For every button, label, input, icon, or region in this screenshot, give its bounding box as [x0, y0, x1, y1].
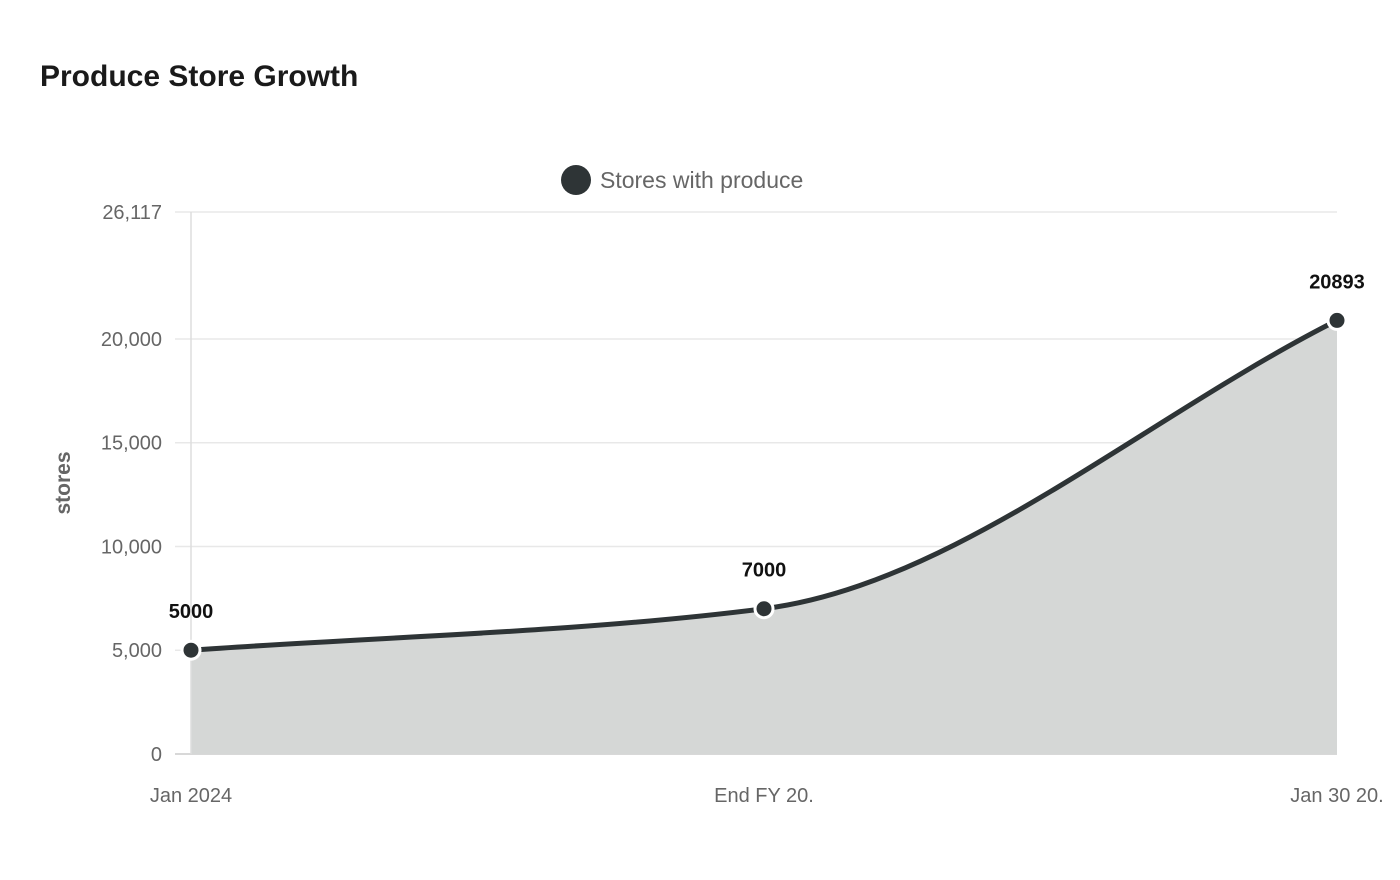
data-point	[753, 598, 775, 620]
data-point	[180, 639, 202, 661]
legend-marker	[561, 165, 591, 195]
axes: 0 5,000 10,000 15,000 20,000 26,117 Jan 2024 En…	[101, 202, 1384, 807]
y-tick-label: 20,000	[101, 329, 162, 351]
x-tick-label: Jan 30 20.	[1290, 785, 1383, 807]
data-point	[1326, 309, 1348, 331]
x-tick-label: Jan 2024	[150, 785, 232, 807]
y-tick-label: 5,000	[112, 640, 162, 662]
legend-label: Stores with produce	[600, 167, 803, 193]
area-fill	[191, 320, 1337, 754]
y-tick-label: 26,117	[102, 202, 162, 224]
y-tick-label: 0	[151, 744, 162, 766]
data-label: 5000	[169, 601, 214, 623]
y-tick-label: 10,000	[101, 536, 162, 558]
data-label: 20893	[1309, 271, 1365, 293]
chart-title: Produce Store Growth	[40, 60, 359, 93]
y-axis-title: stores	[52, 451, 75, 514]
data-points	[180, 309, 1348, 661]
data-label: 7000	[742, 560, 787, 582]
legend[interactable]: Stores with produce	[561, 165, 803, 195]
data-labels: 5000 7000 20893	[169, 271, 1365, 623]
x-tick-label: End FY 20.	[714, 785, 814, 807]
y-tick-label: 15,000	[101, 433, 162, 455]
